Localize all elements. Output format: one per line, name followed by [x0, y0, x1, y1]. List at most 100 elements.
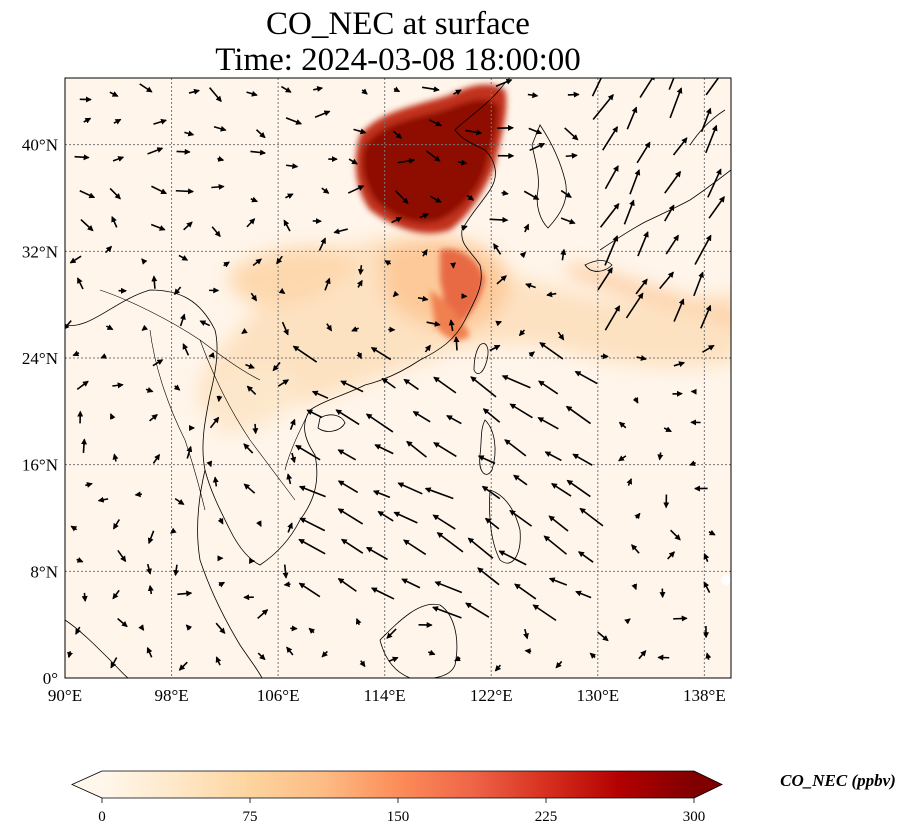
- wind-arrow: [112, 156, 125, 162]
- wind-arrow: [289, 418, 296, 431]
- wind-arrow: [109, 413, 116, 420]
- wind-arrow: [604, 305, 621, 331]
- wind-arrow: [454, 655, 461, 662]
- wind-arrow: [145, 387, 154, 393]
- wind-arrow: [176, 148, 191, 155]
- wind-arrow: [117, 618, 128, 628]
- wind-arrow: [631, 583, 638, 591]
- wind-arrow: [673, 361, 686, 368]
- wind-arrow: [377, 510, 394, 522]
- wind-arrow: [100, 353, 107, 359]
- lat-tick-label: 24°N: [22, 349, 58, 368]
- wind-arrow: [318, 237, 326, 251]
- wind-arrow: [79, 190, 96, 199]
- wind-arrow: [700, 304, 712, 329]
- wind-arrow: [670, 529, 681, 541]
- wind-arrow: [574, 370, 598, 385]
- wind-arrow: [465, 602, 490, 618]
- colorbar-extend-max: [694, 771, 722, 798]
- wind-arrow: [560, 189, 572, 198]
- wind-arrow: [543, 535, 568, 555]
- wind-arrow: [173, 286, 182, 295]
- wind-arrow: [70, 525, 78, 532]
- longitude-ticks: 90°E 98°E 106°E 114°E 122°E 130°E 138°E: [48, 686, 726, 705]
- map-gridlines: [65, 78, 731, 678]
- wind-arrow: [501, 190, 509, 196]
- wind-arrow: [243, 443, 254, 454]
- wind-vectors: [65, 78, 725, 672]
- wind-arrow: [518, 329, 526, 337]
- wind-arrow: [246, 90, 258, 97]
- wind-arrow: [544, 451, 562, 462]
- wind-arrow: [333, 228, 348, 235]
- wind-arrow: [406, 440, 427, 458]
- wind-arrow: [177, 590, 193, 597]
- wind-arrow: [109, 91, 119, 97]
- wind-arrow: [104, 245, 113, 254]
- wind-arrow: [436, 532, 464, 553]
- wind-arrow: [625, 292, 644, 319]
- wind-arrow: [75, 626, 81, 635]
- wind-arrow: [668, 78, 675, 90]
- wind-arrow: [340, 538, 364, 554]
- wind-arrow: [256, 520, 262, 527]
- wind-arrow: [663, 426, 672, 433]
- wind-arrow: [365, 413, 394, 433]
- wind-arrow: [589, 652, 597, 659]
- wind-arrow: [112, 519, 121, 530]
- wind-arrow: [357, 265, 364, 276]
- wind-arrow: [494, 664, 502, 672]
- wind-arrow: [285, 193, 294, 199]
- wind-arrow: [537, 417, 559, 430]
- wind-arrow: [365, 546, 388, 561]
- wind-arrow: [215, 656, 222, 666]
- wind-arrow: [381, 377, 396, 389]
- wind-arrow: [509, 509, 533, 527]
- wind-arrow: [174, 497, 185, 505]
- wind-arrow: [703, 581, 711, 593]
- wind-arrow: [337, 508, 364, 525]
- wind-arrow: [631, 544, 640, 554]
- wind-arrow: [470, 376, 497, 398]
- wind-arrow: [629, 169, 641, 195]
- wind-arrow: [565, 405, 592, 425]
- wind-arrow: [217, 517, 224, 525]
- wind-arrow: [311, 390, 329, 399]
- lat-tick-label: 0°: [43, 669, 58, 688]
- wind-arrow: [665, 234, 679, 255]
- wind-arrow: [283, 219, 291, 232]
- wind-arrow: [257, 652, 266, 661]
- wind-arrow: [638, 650, 647, 660]
- wind-arrow: [703, 553, 710, 562]
- wind-arrow: [433, 376, 457, 394]
- wind-arrow: [324, 277, 331, 291]
- wind-arrow: [81, 438, 88, 454]
- wind-arrow: [110, 657, 118, 669]
- wind-arrow: [179, 313, 186, 327]
- wind-arrow: [370, 346, 392, 361]
- wind-arrow: [208, 352, 215, 358]
- wind-arrow: [639, 78, 656, 98]
- wind-arrow: [287, 522, 293, 533]
- wind-arrow: [700, 107, 712, 133]
- wind-arrow: [702, 344, 715, 353]
- colorbar-tick-label: 150: [387, 809, 410, 825]
- wind-arrow: [495, 320, 502, 327]
- wind-arrow: [112, 453, 119, 462]
- wind-arrow: [548, 577, 568, 586]
- wind-arrow: [672, 137, 688, 156]
- wind-arrow: [170, 527, 177, 534]
- wind-arrow: [308, 627, 316, 634]
- wind-arrow: [626, 478, 633, 486]
- wind-arrow: [482, 408, 501, 423]
- wind-arrow: [147, 530, 155, 545]
- wind-arrow: [186, 445, 193, 459]
- wind-arrow: [67, 651, 73, 659]
- wind-arrow: [669, 87, 683, 119]
- wind-arrow: [495, 79, 513, 87]
- wind-arrow: [498, 550, 527, 566]
- wind-arrow: [509, 403, 533, 419]
- wind-arrow: [705, 652, 712, 660]
- wind-arrow: [250, 292, 258, 302]
- map-area[interactable]: [64, 59, 740, 679]
